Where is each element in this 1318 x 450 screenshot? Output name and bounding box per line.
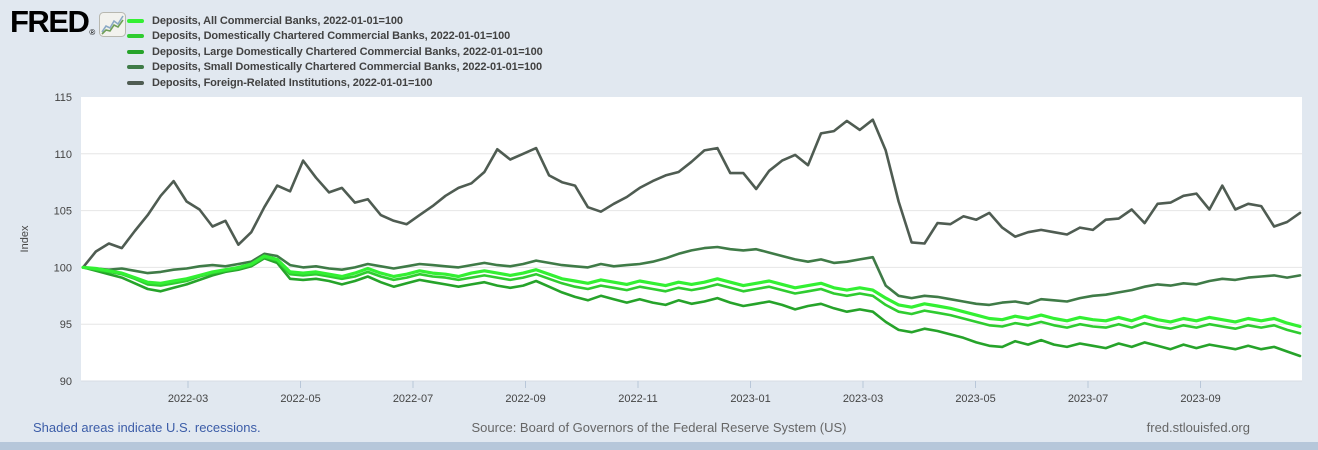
legend-swatch-icon — [127, 34, 144, 39]
bottom-border-strip — [0, 442, 1318, 450]
legend-swatch-icon — [127, 65, 144, 70]
y-axis-label-105: 105 — [54, 206, 72, 218]
y-axis-label-90: 90 — [60, 376, 72, 388]
y-axis-label-100: 100 — [54, 262, 72, 274]
fred-logo-text: FRED — [10, 4, 90, 39]
x-axis-label-2022-07: 2022-07 — [393, 393, 433, 405]
x-axis-label-2023-09: 2023-09 — [1180, 393, 1220, 405]
legend-label: Deposits, Large Domestically Chartered C… — [152, 45, 543, 58]
legend-swatch-icon — [127, 80, 144, 85]
legend-label: Deposits, Foreign-Related Institutions, … — [152, 76, 433, 89]
y-axis-label-95: 95 — [60, 319, 72, 331]
x-axis-label-2023-05: 2023-05 — [955, 393, 995, 405]
x-axis-label-2022-05: 2022-05 — [280, 393, 320, 405]
plot-area — [81, 97, 1302, 381]
series-line-large — [81, 256, 1302, 358]
recession-note-link[interactable]: Shaded areas indicate U.S. recessions. — [33, 420, 261, 435]
series-line-all — [81, 254, 1302, 329]
y-axis-title: Index — [19, 225, 31, 253]
x-axis-label-2023-01: 2023-01 — [730, 393, 770, 405]
y-axis-label-115: 115 — [54, 92, 72, 104]
fred-logo[interactable]: FRED ® — [10, 4, 127, 42]
legend-label: Deposits, Domestically Chartered Commerc… — [152, 30, 511, 43]
x-axis-label-2023-07: 2023-07 — [1068, 393, 1108, 405]
fred-logo-sparkline-icon — [99, 12, 127, 42]
chart-footer: Shaded areas indicate U.S. recessions. S… — [0, 420, 1318, 438]
x-axis-label-2023-03: 2023-03 — [843, 393, 883, 405]
x-axis-label-2022-03: 2022-03 — [168, 393, 208, 405]
x-axis-label-2022-11: 2022-11 — [618, 393, 658, 405]
series-line-small — [81, 245, 1302, 307]
y-axis-label-110: 110 — [54, 149, 72, 161]
legend: Deposits, All Commercial Banks, 2022-01-… — [127, 13, 543, 91]
legend-label: Deposits, Small Domestically Chartered C… — [152, 61, 543, 74]
registered-trademark-symbol: ® — [89, 28, 96, 37]
site-text: fred.stlouisfed.org — [1146, 420, 1250, 435]
legend-item-all: Deposits, All Commercial Banks, 2022-01-… — [127, 13, 543, 29]
legend-item-small: Deposits, Small Domestically Chartered C… — [127, 60, 543, 76]
legend-label: Deposits, All Commercial Banks, 2022-01-… — [152, 14, 403, 27]
legend-swatch-icon — [127, 49, 144, 54]
source-text: Source: Board of Governors of the Federa… — [471, 420, 847, 435]
legend-item-large: Deposits, Large Domestically Chartered C… — [127, 44, 543, 60]
legend-item-domestic: Deposits, Domestically Chartered Commerc… — [127, 29, 543, 45]
legend-item-foreign: Deposits, Foreign-Related Institutions, … — [127, 75, 543, 91]
x-axis-label-2022-09: 2022-09 — [505, 393, 545, 405]
legend-swatch-icon — [127, 18, 144, 23]
series-line-foreign — [81, 118, 1302, 269]
